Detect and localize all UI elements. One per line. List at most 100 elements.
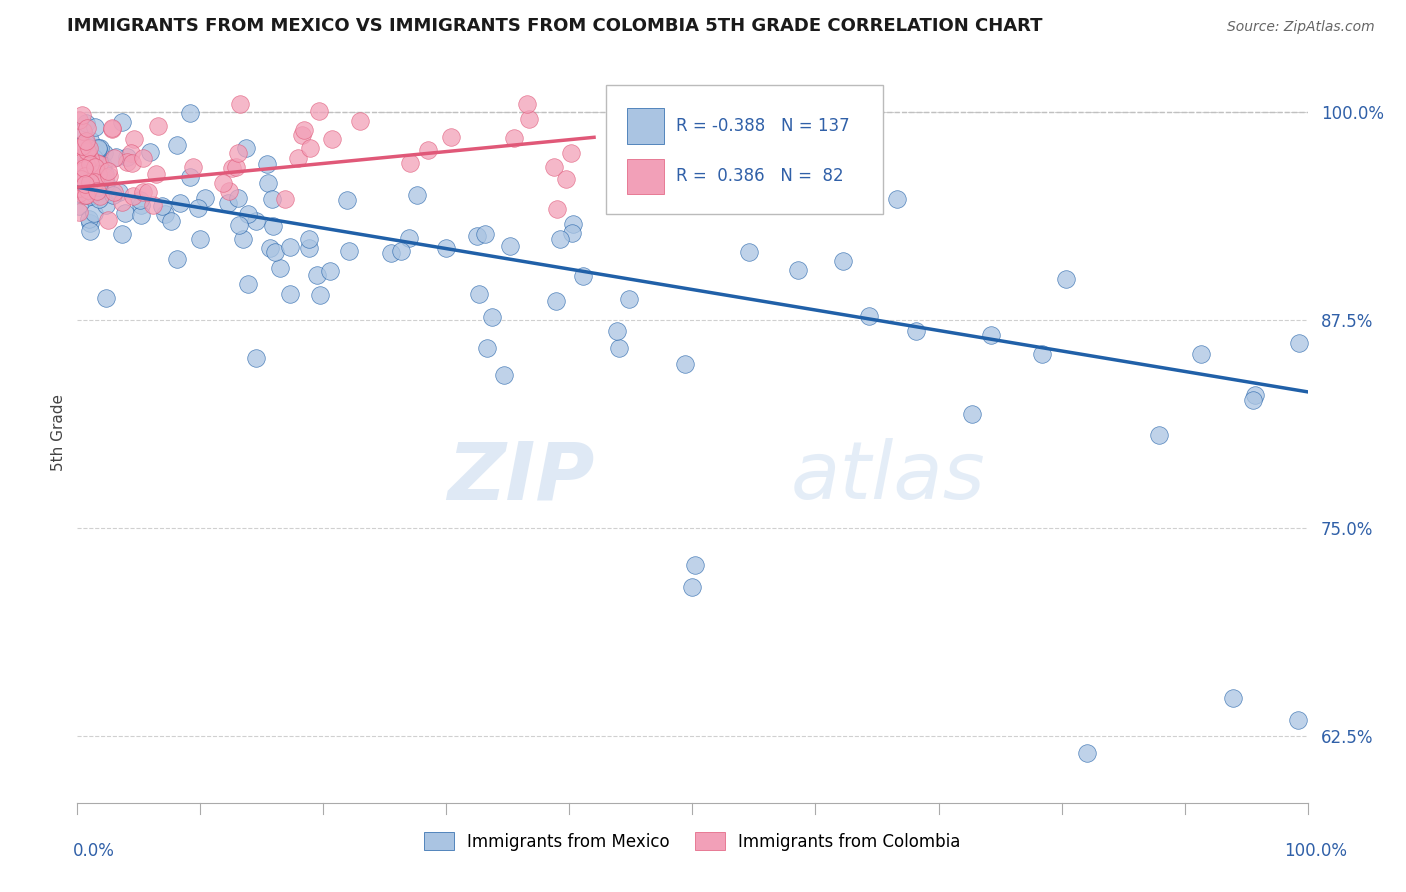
Point <box>555 171 578 186</box>
Point <box>101 188 124 202</box>
Point <box>115 155 138 169</box>
Point <box>904 324 927 338</box>
Point <box>298 241 321 255</box>
Point <box>111 227 134 241</box>
Text: 100.0%: 100.0% <box>1284 842 1347 860</box>
Point <box>94 291 117 305</box>
Point <box>1147 427 1170 442</box>
Point <box>69 173 91 187</box>
Point <box>76 140 98 154</box>
Point <box>79 151 101 165</box>
Point <box>245 214 267 228</box>
Point <box>75 136 97 150</box>
Point <box>307 268 329 283</box>
Point <box>308 288 330 302</box>
Point <box>499 238 522 252</box>
Point <box>70 139 93 153</box>
Point <box>83 175 105 189</box>
Point <box>105 150 128 164</box>
Text: atlas: atlas <box>792 438 986 516</box>
Point <box>336 193 359 207</box>
Point <box>262 219 284 234</box>
Point <box>75 115 97 129</box>
Point <box>87 179 110 194</box>
Point <box>245 351 267 366</box>
Point <box>79 175 101 189</box>
Point <box>262 193 284 207</box>
Point <box>257 176 280 190</box>
Point <box>561 217 583 231</box>
Point <box>225 160 247 174</box>
Point <box>73 188 96 202</box>
Point <box>76 169 98 184</box>
Point <box>89 140 111 154</box>
Point <box>299 141 322 155</box>
Point <box>84 160 107 174</box>
Point <box>607 341 630 355</box>
Point <box>87 157 110 171</box>
Point <box>76 138 98 153</box>
Point <box>79 133 101 147</box>
Point <box>221 161 243 175</box>
Point <box>77 149 100 163</box>
Point <box>77 212 100 227</box>
Point <box>89 189 111 203</box>
Point <box>121 189 143 203</box>
Point <box>94 167 117 181</box>
Point <box>398 231 420 245</box>
Point <box>465 229 488 244</box>
Point <box>142 198 165 212</box>
Point <box>111 115 134 129</box>
Point <box>546 293 568 308</box>
Point <box>494 368 516 383</box>
Point <box>543 160 565 174</box>
Point <box>101 120 124 135</box>
Point <box>72 141 94 155</box>
Point <box>77 168 100 182</box>
Point <box>79 178 101 192</box>
Point <box>153 207 176 221</box>
Point <box>980 328 1002 343</box>
Point <box>181 160 204 174</box>
Point <box>97 169 120 183</box>
Point <box>70 108 93 122</box>
Point <box>87 142 110 156</box>
Point <box>146 119 169 133</box>
Point <box>738 245 761 260</box>
Point <box>145 167 167 181</box>
Point <box>858 310 880 324</box>
Point <box>1288 713 1310 727</box>
Point <box>548 232 571 246</box>
Point <box>121 156 143 170</box>
Point <box>103 185 125 199</box>
Point <box>72 124 94 138</box>
Point <box>292 122 315 136</box>
Point <box>467 287 489 301</box>
Point <box>101 121 124 136</box>
Point <box>187 201 209 215</box>
Point <box>129 198 152 212</box>
Point <box>94 176 117 190</box>
Point <box>70 124 93 138</box>
Point <box>75 134 97 148</box>
Point <box>1244 388 1267 402</box>
Point <box>259 241 281 255</box>
Point <box>75 147 97 161</box>
Point <box>166 252 188 266</box>
Point <box>76 120 98 135</box>
Point <box>84 141 107 155</box>
Point <box>236 277 259 291</box>
Point <box>1241 393 1264 408</box>
Point <box>477 342 499 356</box>
Text: 0.0%: 0.0% <box>73 842 115 860</box>
Point <box>86 184 108 198</box>
Point <box>318 264 340 278</box>
Point <box>131 185 153 199</box>
Point <box>80 148 103 162</box>
Point <box>83 152 105 166</box>
Point <box>108 185 131 199</box>
Point <box>87 192 110 206</box>
Point <box>67 112 90 127</box>
Point <box>673 357 696 371</box>
Point <box>406 188 429 202</box>
